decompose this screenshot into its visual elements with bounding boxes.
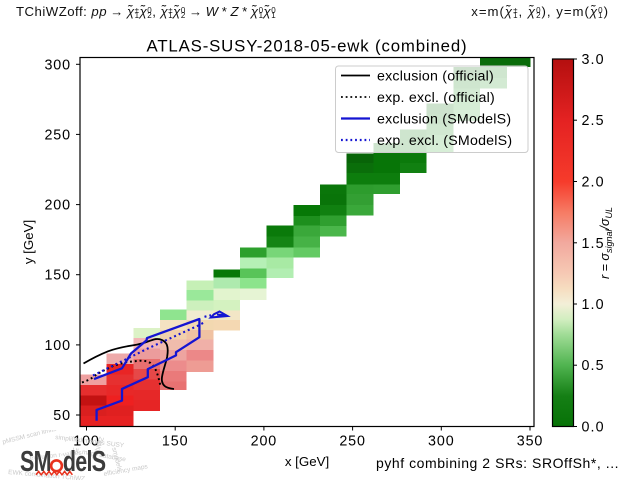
svg-text:0.0: 0.0 (582, 420, 605, 436)
svg-text:0.5: 0.5 (582, 358, 605, 374)
svg-text:SM: SM (20, 446, 51, 478)
svg-text:efficiency maps: efficiency maps (103, 463, 149, 478)
svg-text:300: 300 (428, 434, 455, 450)
svg-text:pyhf combining 2 SRs: SROffSh*: pyhf combining 2 SRs: SROffSh*, ... (376, 455, 619, 471)
svg-text:100: 100 (44, 338, 71, 354)
svg-text:300: 300 (44, 57, 71, 73)
svg-text:1.5: 1.5 (582, 236, 605, 252)
svg-text:r = σsignal/σUL: r = σsignal/σUL (598, 207, 614, 279)
svg-text:250: 250 (339, 434, 366, 450)
svg-text:100: 100 (73, 434, 100, 450)
svg-text:ATLAS-SUSY-2018-05-ewk (combin: ATLAS-SUSY-2018-05-ewk (combined) (147, 37, 468, 56)
svg-text:exclusion (SModelS): exclusion (SModelS) (377, 112, 511, 128)
svg-text:2.5: 2.5 (582, 113, 605, 129)
svg-text:150: 150 (44, 268, 71, 284)
svg-text:50: 50 (53, 408, 71, 424)
svg-text:200: 200 (44, 198, 71, 214)
svg-text:pMSSM scan limits: pMSSM scan limits (2, 430, 58, 446)
svg-text:x [GeV]: x [GeV] (285, 454, 329, 469)
svg-text:250: 250 (44, 127, 71, 143)
svg-text:3.0: 3.0 (582, 52, 605, 68)
svg-text:exclusion (official): exclusion (official) (377, 69, 494, 85)
svg-text:2.0: 2.0 (582, 175, 605, 191)
svg-text:exp. excl. (SModelS): exp. excl. (SModelS) (377, 133, 512, 149)
svg-text:200: 200 (251, 434, 278, 450)
svg-text:1.0: 1.0 (582, 297, 605, 313)
svg-text:exp. excl. (official): exp. excl. (official) (377, 90, 495, 106)
svg-text:350: 350 (517, 434, 544, 450)
svg-text:y [GeV]: y [GeV] (21, 220, 36, 264)
svg-text:150: 150 (162, 434, 189, 450)
